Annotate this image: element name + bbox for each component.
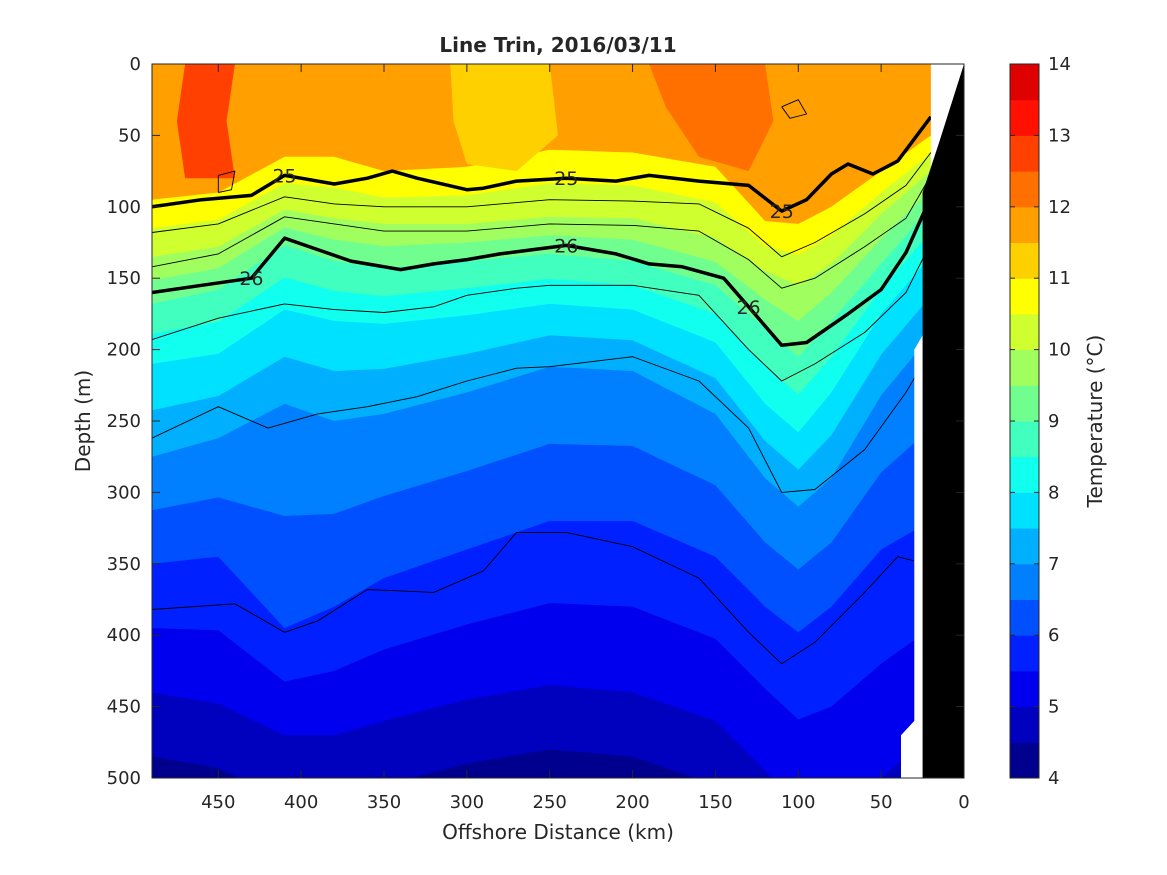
density-contour bbox=[152, 175, 932, 289]
warm-surface-patch bbox=[450, 64, 558, 172]
colorbar-tick-label: 12 bbox=[1048, 197, 1071, 218]
colorbar-segment bbox=[1010, 242, 1039, 279]
x-axis: 450 400 350 300 250 200 150 100 50 0 bbox=[201, 64, 970, 813]
colorbar-segment bbox=[1010, 456, 1039, 493]
colorbar-segment bbox=[1010, 206, 1039, 243]
x-tick-label: 300 bbox=[450, 792, 484, 813]
density-contour bbox=[217, 170, 236, 193]
colorbar-segment bbox=[1010, 278, 1039, 315]
temperature-band bbox=[152, 749, 695, 778]
colorbar-label: Temperature (°C) bbox=[1083, 335, 1107, 509]
x-tick-label: 200 bbox=[615, 792, 649, 813]
x-tick-label: 150 bbox=[698, 792, 732, 813]
density-contour-labeled bbox=[152, 196, 933, 348]
x-tick-label: 100 bbox=[781, 792, 815, 813]
y-tick-label: 250 bbox=[107, 411, 141, 432]
colorbar-segment bbox=[1010, 421, 1039, 458]
contour-label: 25 bbox=[554, 168, 578, 190]
plot-area: 25 25 25 26 26 26 bbox=[152, 64, 964, 778]
y-tick-label: 500 bbox=[107, 768, 141, 789]
contour-label: 26 bbox=[239, 268, 263, 290]
colorbar-segment bbox=[1010, 706, 1039, 743]
colorbar-tick-label: 6 bbox=[1048, 625, 1059, 646]
colorbar-segment bbox=[1010, 599, 1039, 636]
x-tick-label: 400 bbox=[284, 792, 318, 813]
chart-title: Line Trin, 2016/03/11 bbox=[439, 33, 676, 57]
colorbar-segment bbox=[1010, 670, 1039, 708]
colorbar-tick-label: 4 bbox=[1048, 768, 1059, 789]
x-tick-label: 0 bbox=[958, 792, 969, 813]
contour-label: 26 bbox=[554, 235, 578, 257]
x-axis-label: Offshore Distance (km) bbox=[442, 820, 674, 844]
colorbar: 4 5 6 7 8 9 10 11 12 13 14 bbox=[1009, 54, 1071, 789]
density-contour bbox=[152, 349, 932, 493]
y-tick-label: 450 bbox=[107, 697, 141, 718]
x-tick-label: 250 bbox=[533, 792, 567, 813]
bathymetry-mask-layer bbox=[901, 64, 964, 778]
y-tick-label: 300 bbox=[107, 482, 141, 503]
density-contour bbox=[152, 152, 932, 258]
temperature-fill-layer bbox=[152, 64, 964, 778]
colorbar-segment bbox=[1010, 742, 1039, 779]
colorbar-segment bbox=[1010, 563, 1039, 600]
x-tick-label: 350 bbox=[367, 792, 401, 813]
colorbar-tick-label: 8 bbox=[1048, 482, 1059, 503]
colorbar-segment bbox=[1010, 64, 1039, 101]
y-tick-label: 350 bbox=[107, 554, 141, 575]
y-tick-label: 50 bbox=[118, 125, 141, 146]
contour-label: 26 bbox=[736, 297, 760, 319]
colorbar-segment bbox=[1010, 171, 1039, 208]
warm-surface-patch bbox=[649, 64, 774, 172]
x-tick-label: 50 bbox=[870, 792, 893, 813]
colorbar-segment bbox=[1010, 313, 1039, 351]
y-tick-label: 400 bbox=[107, 625, 141, 646]
colorbar-segment bbox=[1010, 135, 1039, 172]
x-tick-label: 450 bbox=[201, 792, 235, 813]
colorbar-tick-label: 11 bbox=[1048, 268, 1071, 289]
y-tick-label: 150 bbox=[107, 268, 141, 289]
colorbar-segment bbox=[1010, 349, 1039, 386]
colorbar-segment bbox=[1010, 492, 1039, 529]
colorbar-segment bbox=[1010, 99, 1039, 136]
y-axis-label: Depth (m) bbox=[71, 370, 95, 472]
contour-label: 25 bbox=[770, 201, 794, 223]
density-contour bbox=[152, 531, 915, 665]
y-tick-label: 100 bbox=[107, 197, 141, 218]
y-tick-label: 0 bbox=[130, 54, 141, 75]
density-contour bbox=[152, 242, 932, 382]
temperature-band bbox=[152, 685, 964, 778]
colorbar-tick-label: 7 bbox=[1048, 554, 1059, 575]
colorbar-segment bbox=[1010, 385, 1039, 422]
colorbar-segment bbox=[1010, 528, 1039, 565]
warm-surface-patch bbox=[176, 64, 235, 179]
colorbar-tick-label: 13 bbox=[1048, 125, 1071, 146]
y-axis: 0 50 100 150 200 250 300 350 400 450 500 bbox=[107, 54, 964, 789]
colorbar-tick-label: 10 bbox=[1048, 340, 1071, 361]
colorbar-tick-label: 14 bbox=[1048, 54, 1071, 75]
contour-label: 25 bbox=[272, 165, 296, 187]
density-contour bbox=[781, 99, 808, 119]
y-tick-label: 200 bbox=[107, 340, 141, 361]
colorbar-segment bbox=[1010, 635, 1039, 672]
colorbar-tick-label: 5 bbox=[1048, 697, 1059, 718]
seafloor-shelf bbox=[922, 64, 964, 778]
colorbar-tick-label: 9 bbox=[1048, 411, 1059, 432]
density-contour-layer: 25 25 25 26 26 26 bbox=[152, 99, 933, 665]
density-contour-labeled bbox=[152, 115, 933, 213]
